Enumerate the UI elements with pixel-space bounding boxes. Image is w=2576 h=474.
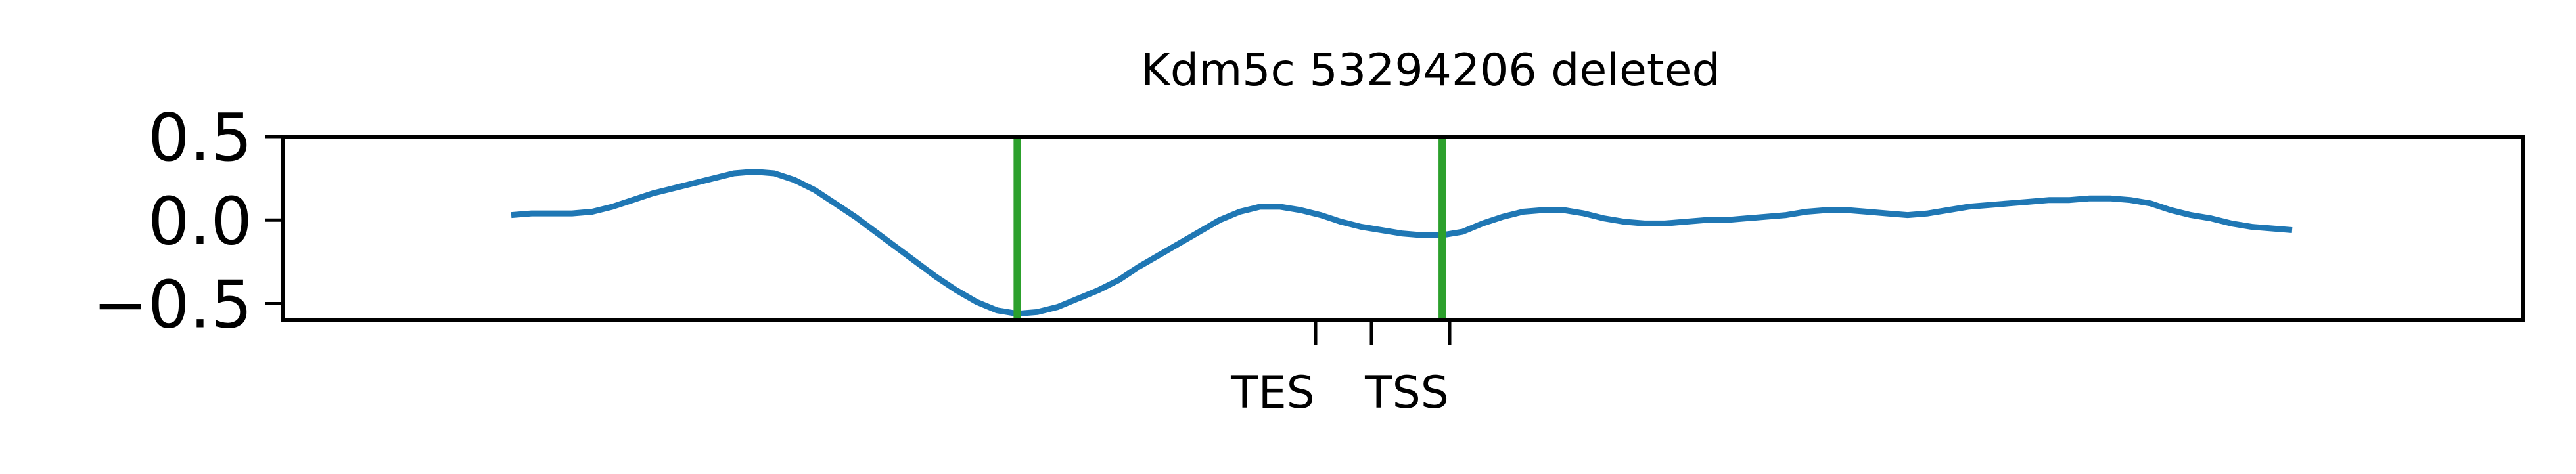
ytick-label: 0.0 (148, 183, 252, 259)
xtick-tss-label: TSS (1364, 367, 1449, 419)
series-layer (511, 169, 2293, 317)
series-line (511, 169, 2293, 317)
y-axis: 0.50.0 −0.5 (93, 99, 283, 343)
chart-title: Kdm5c 53294206 deleted (1141, 45, 1720, 97)
ytick-label: 0.5 (148, 99, 252, 176)
ytick-label: −0.5 (93, 267, 252, 343)
marker-layer (1013, 137, 1446, 320)
x-axis: TES TSS (1230, 320, 1452, 419)
plot-frame (281, 135, 2525, 322)
xtick-tes-label: TES (1230, 367, 1315, 419)
